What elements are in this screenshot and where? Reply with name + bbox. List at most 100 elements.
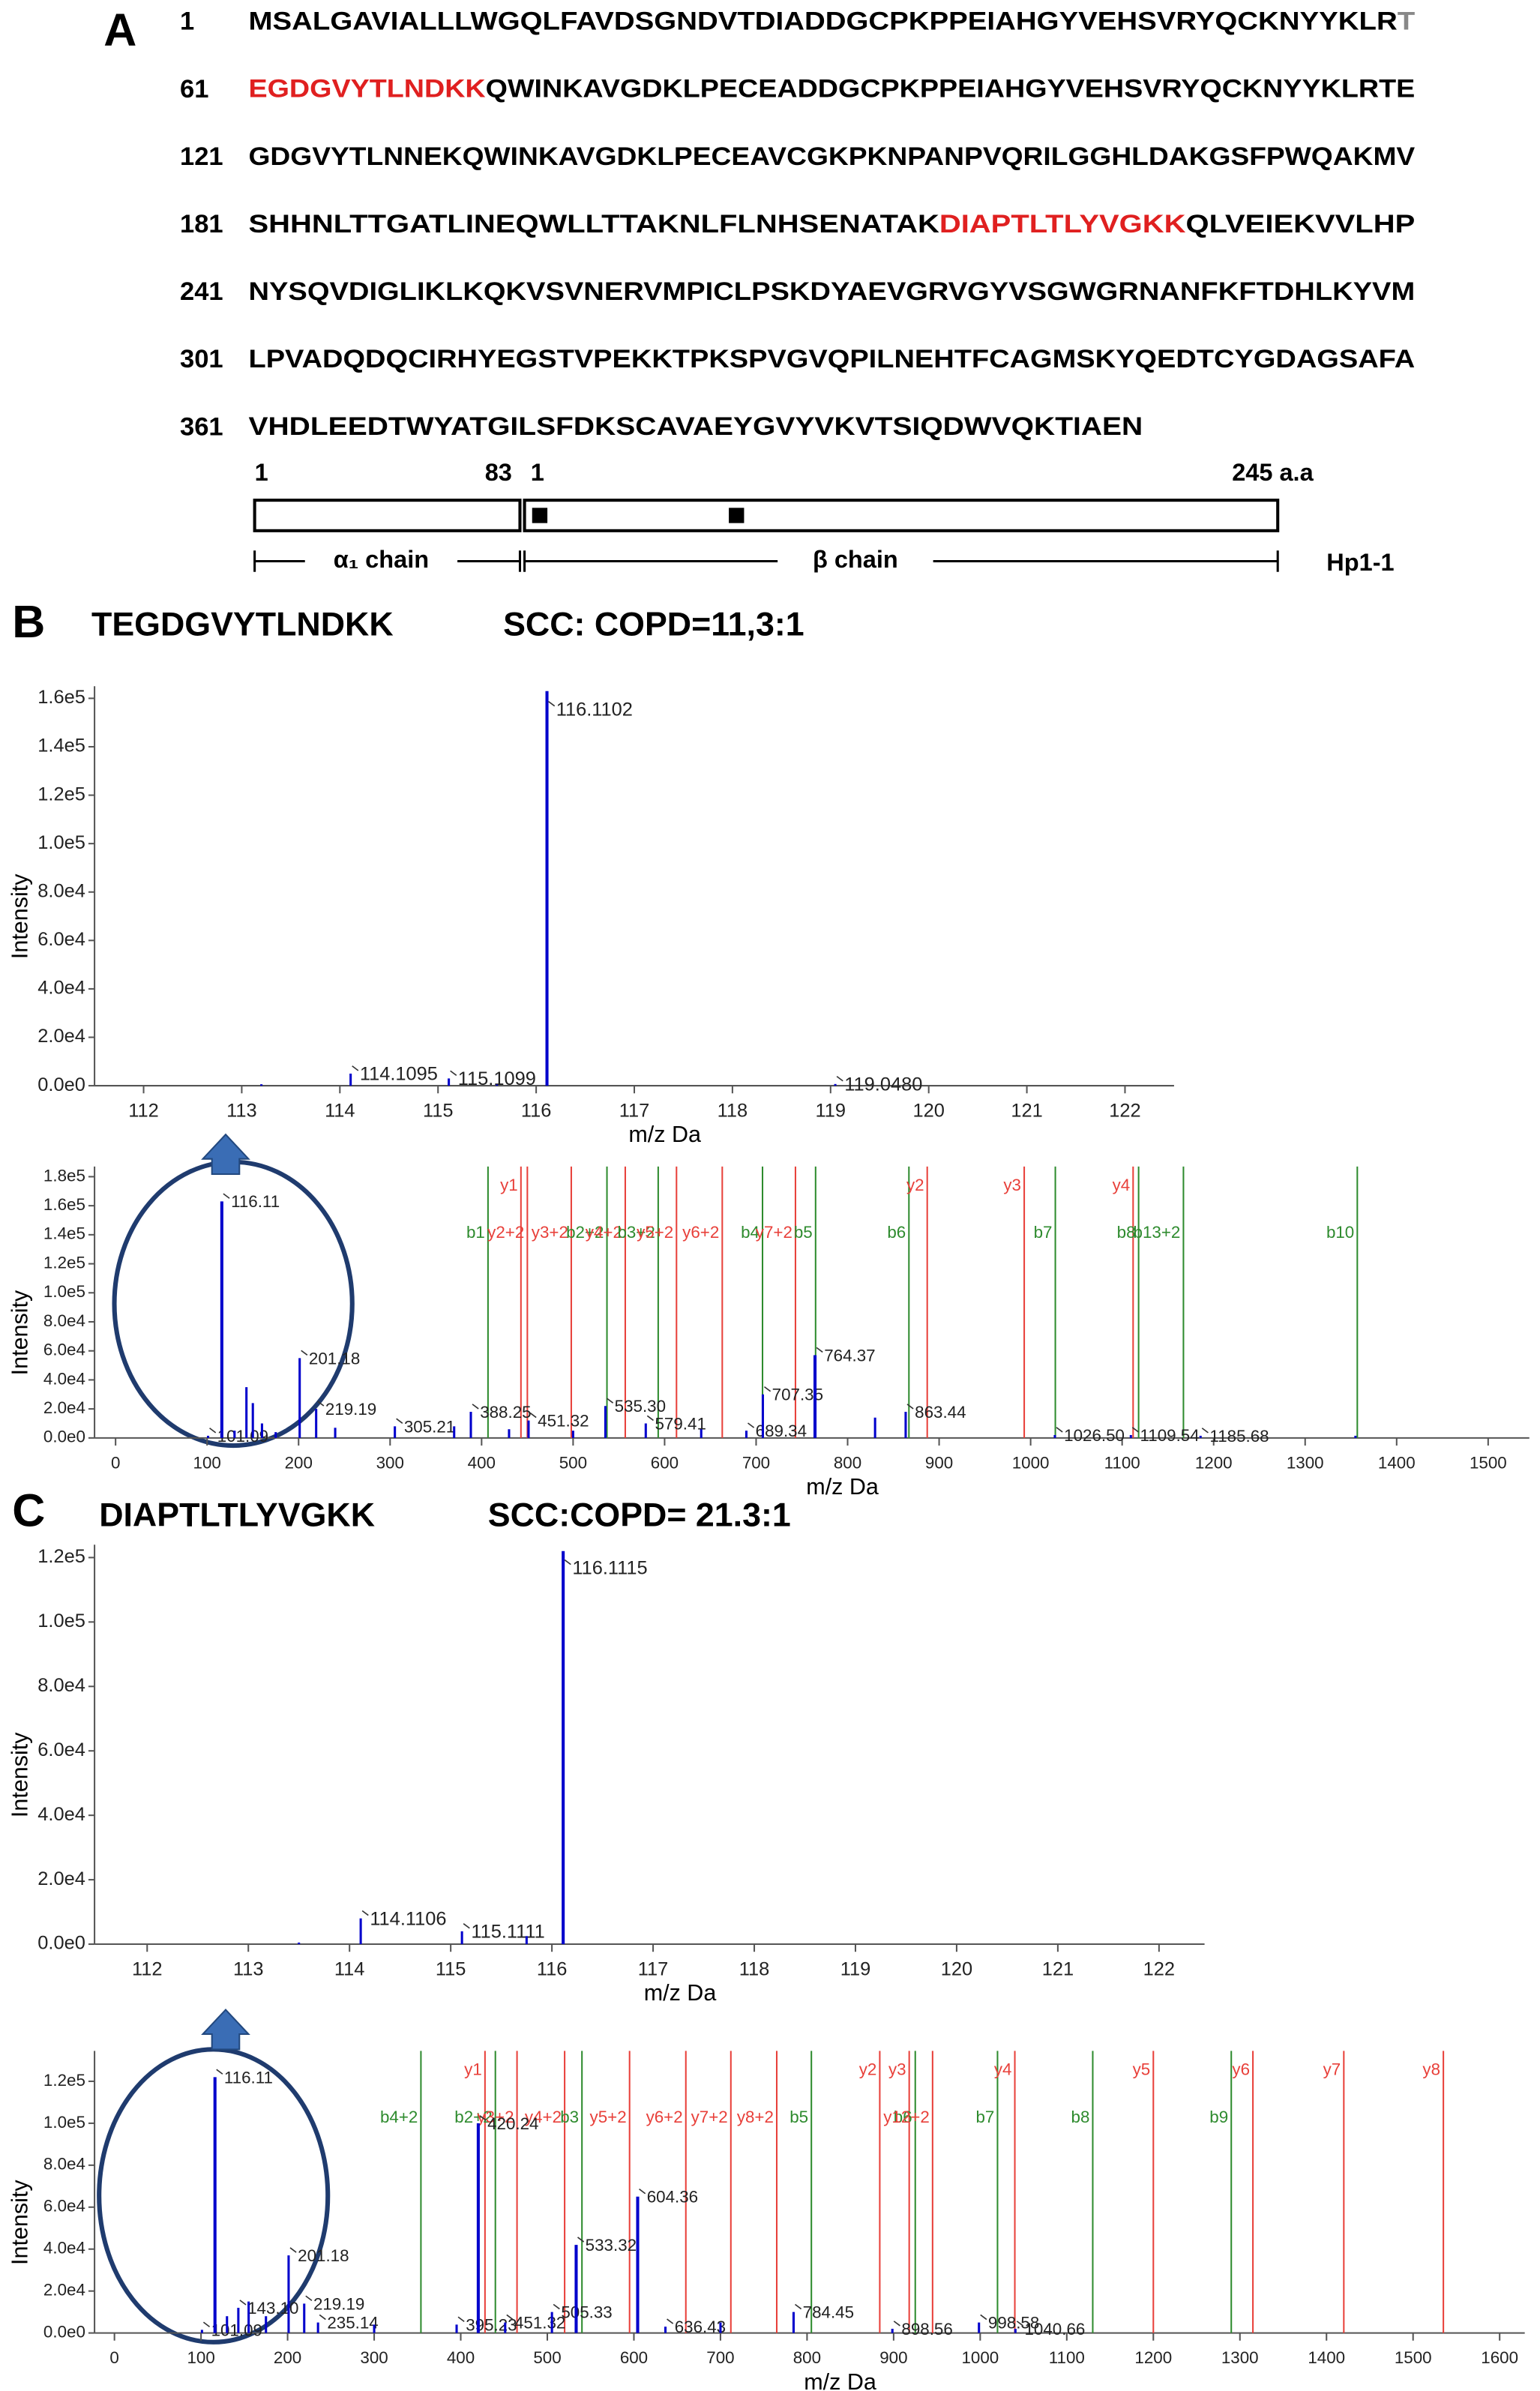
label-leader (748, 1422, 755, 1428)
y-tick-label: 4.0e4 (43, 1369, 85, 1388)
x-axis-title: m/z Da (806, 1474, 879, 1500)
peak-label: 998.58 (988, 2314, 1039, 2333)
peak-label: 114.1106 (370, 1908, 446, 1929)
peak-label: 764.37 (824, 1346, 875, 1365)
sequence-segment: QLVEIEKVVLHP (1185, 210, 1415, 238)
peak-label: 1040.66 (1025, 2320, 1086, 2339)
label-leader (472, 1404, 479, 1410)
peak-label: 388.25 (480, 1403, 531, 1422)
x-tick-label: 500 (559, 1453, 587, 1472)
peak-label: 115.1111 (471, 1922, 544, 1943)
x-tick-label: 1000 (961, 2348, 999, 2367)
y-tick-label: 1.8e5 (43, 1166, 85, 1185)
label-leader (795, 2303, 802, 2310)
y-tick-label: 2.0e4 (43, 1398, 85, 1417)
ion-label: y7+2 (691, 2108, 728, 2126)
peak-label: 219.19 (313, 2294, 364, 2313)
alpha-box (253, 499, 522, 532)
y-tick-label: 1.0e5 (37, 1610, 85, 1631)
label-leader (361, 1910, 369, 1916)
sequence-line: GDGVYTLNNEKQWINKAVGDKLPECEAVCGKPKNPANPVQ… (248, 142, 1415, 171)
x-axis-title: m/z Da (804, 2369, 876, 2391)
peak-label: 505.33 (561, 2303, 612, 2322)
label-leader (1131, 1427, 1139, 1433)
peak-label: 201.18 (309, 1349, 360, 1368)
ion-label: y4 (1113, 1176, 1131, 1194)
ion-label: b5 (789, 2108, 808, 2126)
peak-label: 395.23 (466, 2315, 517, 2334)
ion-label: b4+2 (380, 2108, 418, 2126)
y-tick-label: 1.2e5 (43, 1253, 85, 1272)
ion-label: b13+2 (1134, 1223, 1181, 1242)
label-leader (317, 1401, 325, 1407)
x-tick-label: 800 (834, 1453, 861, 1472)
ion-label: y6+2 (646, 2108, 683, 2126)
y-tick-label: 0.0e0 (43, 1428, 85, 1446)
domain-diagram: 1 83 1 245 a.a α₁ chain β chain Hp1-1 (253, 459, 1395, 576)
panel-label: C (12, 1485, 45, 1536)
sequence-segment: DIAPTLTLYVGKK (939, 210, 1186, 238)
peak-label: 201.18 (298, 2246, 349, 2265)
ion-label: y1 (500, 1176, 518, 1194)
sequence-line: LPVADQDQCIRHYEGSTVPEKKTPKSPVGVQPILNEHTFC… (248, 345, 1415, 373)
residue-number: 1 (180, 7, 194, 36)
y-tick-label: 1.0e5 (43, 1282, 85, 1301)
x-tick-label: 118 (739, 1958, 770, 1979)
x-tick-label: 200 (285, 1453, 313, 1472)
sequence: 1 MSALGAVIALLLWGQLFAVDSGNDVTDIADDGCPKPPEI… (180, 7, 1415, 442)
x-tick-label: 1600 (1481, 2348, 1518, 2367)
spectrum-chart: 0.0e0 2.0e4 4.0e4 6.0e4 8.0e4 1.0e5 1.2e5 0 100 2… (7, 2051, 1525, 2391)
label-leader (639, 2188, 646, 2195)
x-tick-label: 122 (1143, 1958, 1175, 1979)
y-tick-label: 6.0e4 (37, 1739, 85, 1760)
label-leader (479, 2115, 487, 2121)
x-tick-label: 1200 (1195, 1453, 1233, 1472)
x-tick-label: 300 (376, 1453, 404, 1472)
x-tick-label: 0 (111, 1453, 120, 1472)
sequence-segment: NYSQVDIGLIKLKQKVSVNERVMPICLPSKDYAEVGRVGY… (248, 277, 1415, 306)
peak-label: 219.19 (325, 1400, 376, 1419)
peak-label: 898.56 (901, 2320, 952, 2339)
ion-label: b10 (1326, 1223, 1354, 1242)
sequence-segment: LPVADQDQCIRHYEGSTVPEKKTPKSPVGVQPILNEHTFC… (248, 345, 1415, 373)
label-leader (980, 2314, 987, 2321)
y-tick-label: 1.2e5 (37, 784, 85, 804)
x-tick-label: 400 (468, 1453, 496, 1472)
sequence-segment: QWINKAVGDKLPECEADDGCPKPPEIAHGYVEHSVRYQCK… (486, 75, 1416, 103)
label-leader (607, 1398, 614, 1404)
y-tick-label: 4.0e4 (43, 2239, 85, 2258)
x-tick-label: 800 (793, 2348, 821, 2367)
y-tick-label: 1.2e5 (37, 1546, 85, 1567)
spectrum-chart: 0.0e0 2.0e4 4.0e4 6.0e4 8.0e4 1.0e5 1.2e5 112 11… (7, 1545, 1205, 2006)
label-leader (301, 1350, 308, 1356)
ion-label: b2+2 (566, 1223, 604, 1242)
x-tick-label: 121 (1042, 1958, 1074, 1979)
label-leader (223, 1193, 230, 1199)
peak-label: 784.45 (803, 2303, 854, 2322)
ion-label: y2 (906, 1176, 924, 1194)
x-tick-label: 117 (619, 1100, 650, 1121)
x-tick-label: 1300 (1221, 2348, 1259, 2367)
x-tick-label: 119 (840, 1958, 871, 1979)
y-tick-label: 2.0e4 (37, 1026, 85, 1047)
y-tick-label: 0.0e0 (43, 2323, 85, 2342)
label-leader (529, 1412, 537, 1419)
ratio: SCC:COPD= 21.3:1 (488, 1496, 791, 1533)
sequence-line: NYSQVDIGLIKLKQKVSVNERVMPICLPSKDYAEVGRVGY… (248, 277, 1415, 306)
label-leader (667, 2318, 674, 2324)
x-tick-label: 116 (521, 1100, 552, 1121)
label-leader (893, 2321, 900, 2327)
residue-number: 361 (180, 412, 223, 441)
residue-number: 301 (180, 345, 223, 373)
x-tick-label: 113 (226, 1100, 257, 1121)
peak-label: 689.34 (756, 1422, 807, 1440)
sequence-line: MSALGAVIALLLWGQLFAVDSGNDVTDIADDGCPKPPEIA… (248, 7, 1415, 36)
y-tick-label: 1.6e5 (43, 1195, 85, 1214)
ion-label: y4+2 (586, 1223, 622, 1242)
sequence-line: SHHNLTTGATLINEQWLLTTAKNLFLNHSENATAK DIAPT… (248, 210, 1415, 238)
peak-label: 636.43 (675, 2318, 726, 2336)
y-tick-label: 0.0e0 (37, 1074, 85, 1095)
sequence-segment: GDGVYTLNNEKQWINKAVGDKLPECEAVCGKPKNPANPVQ… (248, 142, 1415, 171)
zoom-indicator (112, 1133, 355, 1449)
isoform: Hp1-1 (1326, 549, 1394, 576)
